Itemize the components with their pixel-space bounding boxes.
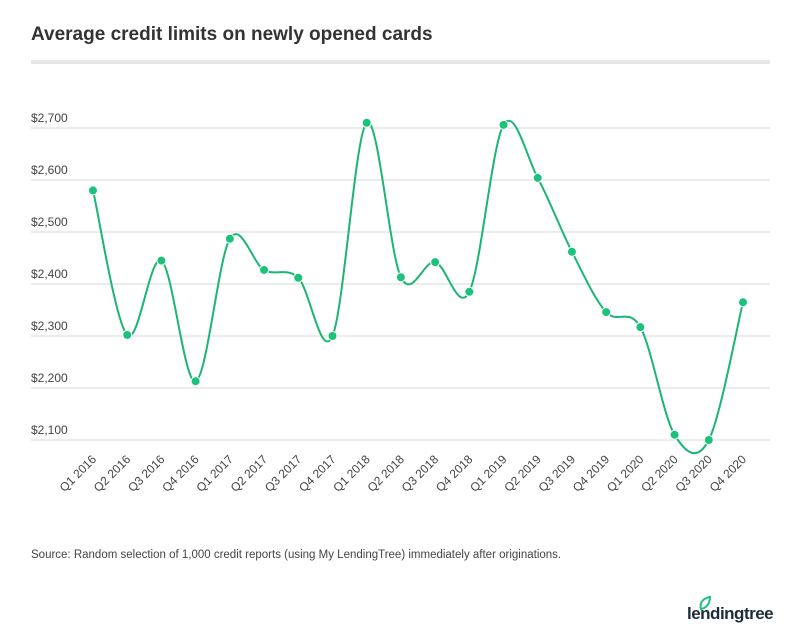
- data-point: [190, 376, 201, 387]
- data-point: [635, 322, 646, 333]
- x-tick-label: Q1 2017: [194, 452, 237, 495]
- x-tick-label: Q3 2020: [672, 452, 715, 495]
- x-tick-label: Q1 2020: [604, 452, 647, 495]
- data-point: [88, 185, 98, 196]
- leaf-icon: [699, 596, 712, 610]
- y-tick-label: $2,400: [31, 267, 68, 281]
- x-tick-label: Q4 2018: [433, 452, 476, 495]
- data-point: [430, 257, 441, 268]
- series-line: [92, 120, 744, 455]
- x-tick-label: Q4 2019: [570, 452, 613, 495]
- y-tick-label: $2,100: [31, 423, 68, 437]
- data-point: [738, 297, 748, 308]
- x-tick-label: Q1 2016: [57, 452, 100, 495]
- data-point: [601, 307, 612, 318]
- x-tick-label: Q1 2018: [330, 452, 373, 495]
- x-tick-label: Q4 2016: [159, 452, 202, 495]
- source-note: Source: Random selection of 1,000 credit…: [31, 549, 562, 561]
- data-point: [566, 246, 577, 257]
- x-tick-label: Q2 2020: [638, 452, 681, 495]
- x-tick-label: Q3 2018: [399, 452, 442, 495]
- data-point: [532, 172, 543, 183]
- data-point: [361, 117, 372, 128]
- data-point: [327, 331, 338, 341]
- x-tick-label: Q4 2017: [296, 452, 339, 495]
- data-point: [122, 329, 133, 340]
- y-tick-label: $2,600: [31, 163, 68, 177]
- data-point: [293, 272, 304, 283]
- x-tick-label: Q3 2016: [125, 452, 168, 495]
- x-tick-label: Q3 2019: [536, 452, 579, 495]
- chart-title: Average credit limits on newly opened ca…: [31, 24, 433, 45]
- y-tick-label: $2,500: [31, 215, 68, 229]
- data-point: [498, 119, 509, 130]
- y-tick-label: $2,200: [31, 371, 68, 385]
- lendingtree-logo: lendingtree: [687, 596, 777, 628]
- data-point: [224, 233, 235, 244]
- x-tick-label: Q4 2020: [707, 452, 750, 495]
- x-tick-label: Q2 2016: [91, 452, 134, 495]
- x-tick-label: Q2 2019: [501, 452, 544, 495]
- data-point: [464, 286, 475, 297]
- x-tick-label: Q2 2018: [365, 452, 408, 495]
- x-tick-label: Q3 2017: [262, 452, 305, 495]
- title-divider: [31, 60, 770, 64]
- data-point: [156, 255, 167, 266]
- x-tick-label: Q1 2019: [467, 452, 510, 495]
- data-point: [703, 435, 714, 445]
- y-tick-label: $2,700: [31, 111, 68, 125]
- y-tick-label: $2,300: [31, 319, 68, 333]
- data-point: [395, 272, 406, 283]
- data-point: [669, 429, 680, 440]
- data-point: [259, 264, 270, 275]
- x-tick-label: Q2 2017: [228, 452, 271, 495]
